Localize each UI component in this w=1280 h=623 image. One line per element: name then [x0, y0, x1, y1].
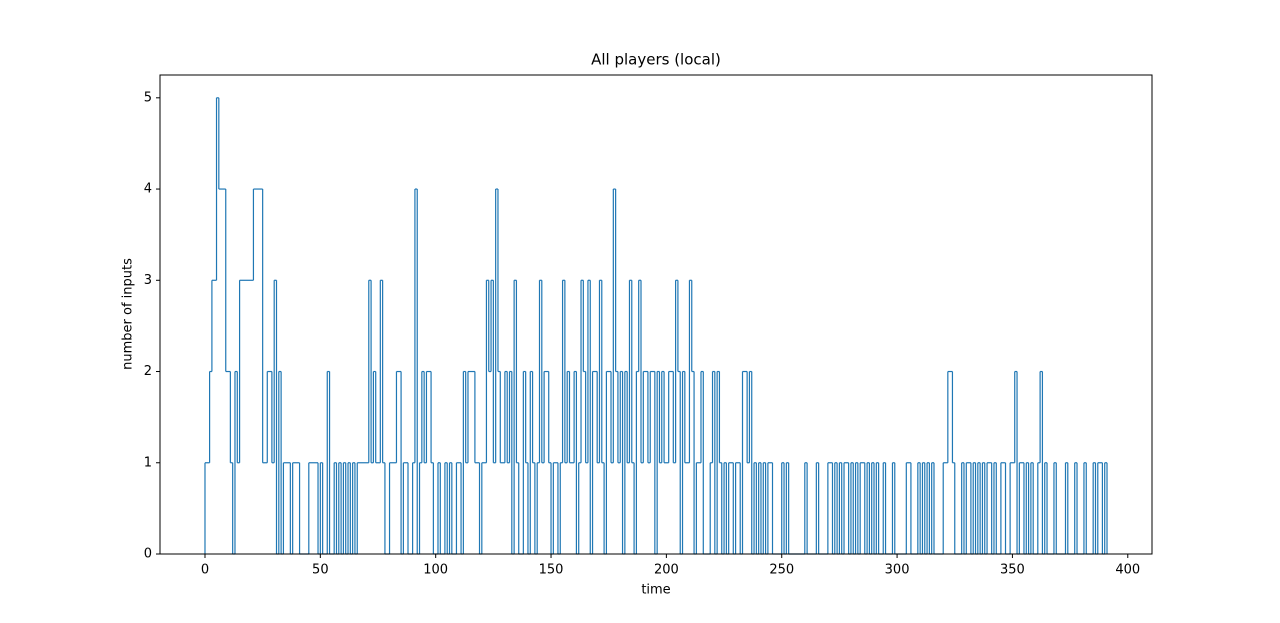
y-tick-label: 3 [144, 273, 152, 288]
chart-title: All players (local) [591, 51, 721, 69]
y-tick-label: 1 [144, 455, 152, 470]
x-axis-label: time [641, 583, 670, 598]
x-tick-label: 200 [654, 563, 679, 578]
x-tick-label: 100 [423, 563, 448, 578]
y-tick-label: 4 [144, 182, 152, 197]
y-tick-label: 5 [144, 90, 152, 105]
x-tick-label: 250 [769, 563, 794, 578]
x-tick-label: 0 [201, 563, 209, 578]
y-tick-label: 0 [144, 547, 152, 562]
axes-frame [159, 74, 1153, 555]
x-tick-label: 400 [1115, 563, 1140, 578]
x-tick-label: 50 [312, 563, 329, 578]
x-tick-label: 150 [539, 563, 564, 578]
y-axis-label: number of inputs [121, 258, 136, 370]
x-tick-label: 300 [885, 563, 910, 578]
x-tick-label: 350 [1000, 563, 1025, 578]
y-tick-label: 2 [144, 364, 152, 379]
